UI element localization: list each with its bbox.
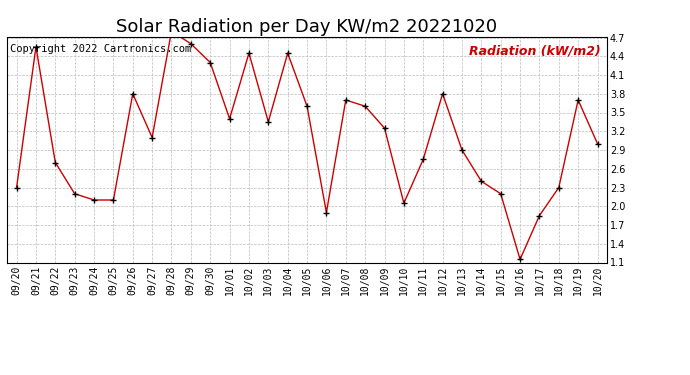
Title: Solar Radiation per Day KW/m2 20221020: Solar Radiation per Day KW/m2 20221020 <box>117 18 497 36</box>
Text: Copyright 2022 Cartronics.com: Copyright 2022 Cartronics.com <box>10 44 191 54</box>
Text: Radiation (kW/m2): Radiation (kW/m2) <box>469 44 601 57</box>
